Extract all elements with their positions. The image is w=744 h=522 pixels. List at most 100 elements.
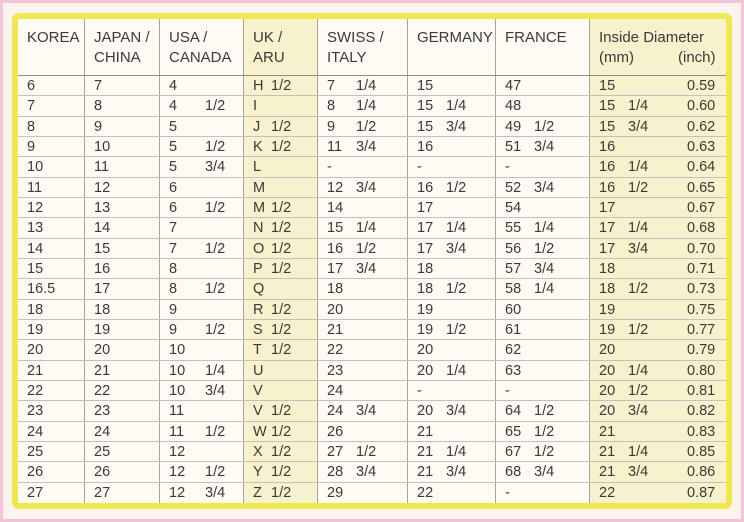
header-label: KOREA	[27, 29, 80, 46]
cell-value: 12	[94, 179, 111, 196]
cell-value: 14	[27, 240, 44, 257]
cell-inside-diameter-inch: 0.80	[678, 360, 726, 380]
cell-value: 55	[505, 220, 522, 237]
cell-value: 12	[169, 464, 186, 481]
cell-value: 10	[169, 382, 186, 399]
table-row: 13 14 7 N 1/2 15 1/4 17 1/4 55 1/4 17 1/4 0.68	[18, 218, 726, 239]
cell-value: 17	[417, 199, 434, 216]
cell-uk-aru: M 1/2	[244, 197, 318, 218]
cell-value: 9	[169, 321, 178, 338]
cell-japan-china: 12	[85, 177, 160, 197]
cell-france: 51 3/4	[496, 136, 590, 157]
cell-france: 55 1/4	[496, 218, 590, 238]
cell-value: 0.83	[687, 423, 716, 440]
cell-value: 67	[505, 443, 522, 460]
cell-value: 11	[169, 403, 185, 420]
cell-value: 22	[599, 484, 616, 501]
cell-value: 22	[27, 382, 44, 399]
cell-germany: 22	[408, 482, 496, 503]
cell-fraction: 1/2	[534, 403, 555, 420]
cell-inside-diameter-inch: 0.73	[678, 279, 726, 299]
cell-fraction: 1/2	[271, 403, 292, 420]
cell-value: V	[253, 403, 263, 420]
cell-value: 15	[94, 240, 111, 257]
cell-inside-diameter-inch: 0.85	[678, 441, 726, 462]
table-row: 9 10 5 1/2 K 1/2 11 3/4 16 51 3/4 16 0.63	[18, 136, 726, 158]
cell-value: 19	[94, 321, 111, 338]
cell-germany: 18 1/2	[408, 279, 496, 299]
cell-value: 16.5	[27, 281, 56, 298]
table-row: 25 25 12 X 1/2 27 1/2 21 1/4 67 1/2 21 1/4 0.85	[18, 441, 726, 463]
cell-value: 11	[27, 179, 43, 196]
cell-fraction: 1/4	[356, 78, 377, 94]
cell-fraction: 1/2	[271, 423, 292, 440]
header-cell-japan-china: JAPAN / CHINA	[85, 19, 160, 75]
cell-japan-china: 18	[85, 299, 160, 319]
cell-swiss-italy: 9 1/2	[318, 116, 408, 136]
cell-inside-diameter-mm: 21	[590, 421, 678, 441]
cell-value: 10	[94, 138, 111, 155]
cell-value: -	[417, 159, 422, 176]
cell-inside-diameter-inch: 0.82	[678, 401, 726, 421]
cell-fraction: 1/2	[271, 118, 292, 135]
cell-fraction: 1/4	[356, 98, 377, 115]
cell-value: 19	[417, 301, 434, 318]
cell-korea: 23	[18, 401, 85, 421]
cell-swiss-italy: 24 3/4	[318, 401, 408, 421]
cell-france: 48	[496, 96, 590, 116]
table-row: 12 13 6 1/2 M 1/2 14 17 54 17 0.67	[18, 197, 726, 219]
cell-value: 21	[599, 464, 616, 481]
cell-fraction: 3/4	[628, 464, 649, 481]
cell-value: 60	[505, 301, 522, 318]
cell-usa-canada: 10 1/4	[160, 360, 244, 380]
cell-inside-diameter-mm: 17	[590, 197, 678, 218]
cell-value: H	[253, 78, 264, 94]
cell-japan-china: 9	[85, 116, 160, 136]
cell-fraction: 1/4	[628, 362, 649, 379]
cell-value: 16	[327, 240, 344, 257]
cell-value: 22	[94, 382, 111, 399]
cell-fraction: 1/2	[205, 321, 226, 338]
cell-value: 8	[27, 118, 36, 135]
cell-inside-diameter-mm: 20 3/4	[590, 401, 678, 421]
cell-fraction: 1/4	[628, 220, 649, 237]
cell-value: 24	[27, 423, 44, 440]
cell-value: 18	[417, 260, 434, 277]
cell-uk-aru: S 1/2	[244, 319, 318, 340]
cell-fraction: 1/2	[205, 423, 226, 440]
cell-fraction: 1/2	[534, 423, 555, 440]
cell-swiss-italy: 17 3/4	[318, 258, 408, 279]
cell-value: 15	[327, 220, 344, 237]
cell-value: 24	[327, 382, 344, 399]
cell-usa-canada: 11 1/2	[160, 421, 244, 441]
cell-fraction: 3/4	[534, 260, 555, 277]
cell-value: M	[253, 179, 266, 196]
cell-value: 15	[417, 78, 434, 94]
cell-value: 19	[27, 321, 44, 338]
cell-korea: 27	[18, 482, 85, 503]
cell-value: 7	[169, 220, 178, 237]
cell-germany: 20 1/4	[408, 360, 496, 380]
cell-value: J	[253, 118, 261, 135]
cell-value: 25	[27, 443, 44, 460]
cell-value: 25	[94, 443, 111, 460]
cell-korea: 13	[18, 218, 85, 238]
cell-uk-aru: R 1/2	[244, 299, 318, 319]
cell-value: Y	[253, 464, 263, 481]
cell-inside-diameter-mm: 22	[590, 482, 678, 503]
cell-inside-diameter-mm: 15 3/4	[590, 116, 678, 136]
cell-fraction: 1/4	[446, 443, 467, 460]
cell-value: 23	[327, 362, 344, 379]
table-row: 11 12 6 M 12 3/4 16 1/2 52 3/4 16 1/2 0.65	[18, 177, 726, 198]
header-label: FRANCE	[505, 29, 567, 46]
cell-inside-diameter-mm: 19	[590, 299, 678, 319]
header-label: SWISS /	[327, 29, 384, 46]
cell-fraction: 1/2	[356, 118, 377, 135]
cell-fraction: 3/4	[205, 159, 226, 176]
cell-value: 10	[27, 159, 44, 176]
cell-value: 19	[599, 321, 616, 338]
cell-fraction: 1/2	[205, 464, 226, 481]
cell-germany: 21	[408, 421, 496, 441]
cell-korea: 15	[18, 258, 85, 279]
cell-value: 7	[169, 240, 178, 257]
